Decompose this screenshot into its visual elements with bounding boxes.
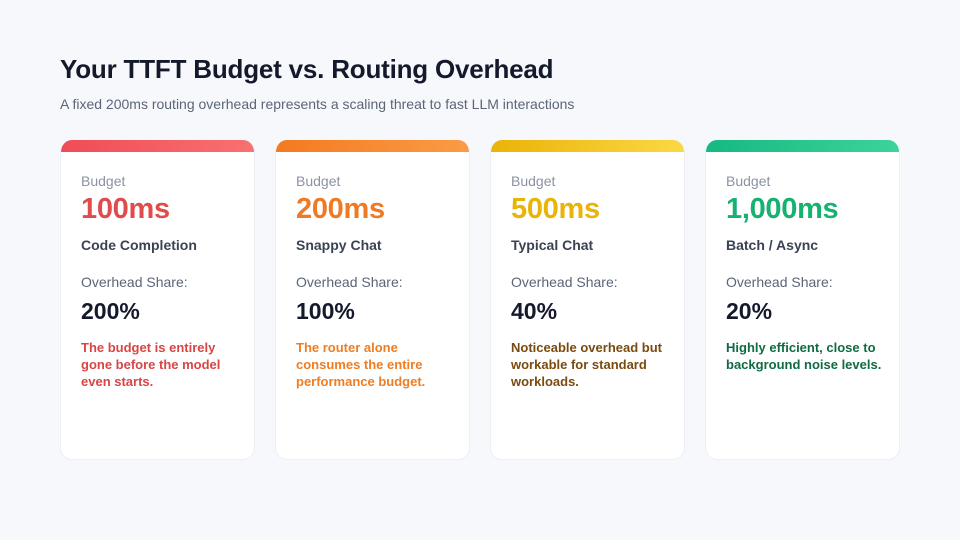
budget-value: 100ms xyxy=(81,193,170,225)
overhead-label: Overhead Share: xyxy=(726,274,833,290)
overhead-label: Overhead Share: xyxy=(81,274,188,290)
card-description: The budget is entirely gone before the m… xyxy=(81,340,221,389)
budget-label: Budget xyxy=(726,173,771,189)
use-case-label: Snappy Chat xyxy=(296,237,382,253)
page-subtitle: A fixed 200ms routing overhead represent… xyxy=(60,96,575,112)
card-description: Highly efficient, close to background no… xyxy=(726,340,882,372)
card-description: The router alone consumes the entire per… xyxy=(296,340,426,389)
use-case-label: Code Completion xyxy=(81,237,197,253)
budget-value: 1,000ms xyxy=(726,193,839,225)
use-case-label: Typical Chat xyxy=(511,237,594,253)
budget-card-snappy-chat: Budget 200ms Snappy Chat Overhead Share:… xyxy=(275,140,470,460)
budget-label: Budget xyxy=(511,173,556,189)
card-accent-bar xyxy=(706,140,899,152)
card-accent-bar xyxy=(61,140,254,152)
overhead-value: 40% xyxy=(511,298,558,324)
card-accent-bar xyxy=(491,140,684,152)
card-description: Noticeable overhead but workable for sta… xyxy=(511,340,662,389)
budget-label: Budget xyxy=(296,173,341,189)
overhead-value: 100% xyxy=(296,298,355,324)
overhead-value: 20% xyxy=(726,298,773,324)
budget-cards: Budget 100ms Code Completion Overhead Sh… xyxy=(60,140,900,460)
card-accent-bar xyxy=(276,140,469,152)
budget-label: Budget xyxy=(81,173,126,189)
use-case-label: Batch / Async xyxy=(726,237,819,253)
overhead-label: Overhead Share: xyxy=(511,274,618,290)
budget-value: 500ms xyxy=(511,193,600,225)
budget-card-code-completion: Budget 100ms Code Completion Overhead Sh… xyxy=(60,140,255,460)
page-title: Your TTFT Budget vs. Routing Overhead xyxy=(60,54,554,84)
budget-card-batch-async: Budget 1,000ms Batch / Async Overhead Sh… xyxy=(705,140,900,460)
overhead-value: 200% xyxy=(81,298,140,324)
budget-value: 200ms xyxy=(296,193,385,225)
overhead-label: Overhead Share: xyxy=(296,274,403,290)
budget-card-typical-chat: Budget 500ms Typical Chat Overhead Share… xyxy=(490,140,685,460)
